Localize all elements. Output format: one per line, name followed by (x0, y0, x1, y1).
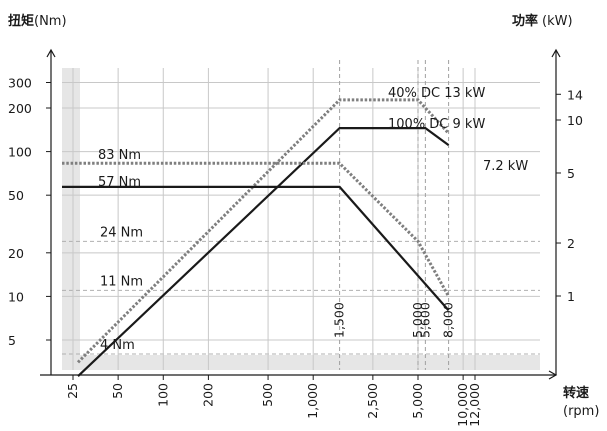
series-line (62, 185, 450, 312)
x-axis-title-main: 转速 (563, 385, 589, 401)
y-left-title-main: 扭矩 (8, 13, 34, 29)
x-tick-label: 200 (200, 383, 215, 407)
y-left-tick-label: 20 (8, 246, 24, 261)
series-line (76, 98, 450, 364)
series-line (77, 127, 450, 377)
y-right-title-unit: (kW) (542, 14, 573, 29)
y-right-title-main: 功率 (512, 13, 538, 29)
series-label-83nm: 83 Nm (98, 148, 141, 163)
series-label-100dc: 100% DC 9 kW (388, 117, 485, 132)
y-right-tick-label: 1 (567, 289, 575, 304)
v-marker-label: 8,000 (441, 302, 456, 338)
series-label-57nm: 57 Nm (98, 175, 141, 190)
x-tick-label: 10,000 (455, 383, 470, 427)
plot-inner-area (80, 68, 540, 355)
grid-layer (62, 60, 540, 370)
series-layer (62, 98, 450, 377)
y-left-tick-label: 5 (8, 333, 16, 348)
v-marker-label: 1,500 (332, 302, 347, 338)
y-left-tick-label: 50 (8, 188, 24, 203)
y-left-tick-label: 10 (8, 289, 24, 304)
y-left-title: 扭矩(Nm) (8, 13, 67, 29)
y-left-tick-label: 200 (8, 101, 32, 116)
y-right-tick-label: 2 (567, 236, 575, 251)
x-tick-label: 50 (110, 383, 125, 399)
x-tick-label: 5,000 (410, 383, 425, 419)
series-label-7-2kw: 7.2 kW (483, 159, 528, 174)
x-tick-label: 12,000 (467, 383, 482, 427)
y-left-title-unit: (Nm) (34, 14, 67, 29)
y-right-tick-label: 10 (567, 113, 583, 128)
h-marker-label: 11 Nm (100, 274, 143, 289)
y-left-tick-label: 100 (8, 145, 32, 160)
x-tick-label: 500 (260, 383, 275, 407)
x-tick-label: 25 (65, 383, 80, 399)
v-marker-label: 5,000 (410, 302, 425, 338)
v-marker-label: 5,600 (417, 302, 432, 338)
y-right-tick-label: 14 (567, 87, 583, 102)
x-tick-label: 1,000 (305, 383, 320, 419)
y-right-title: 功率 (kW) (512, 13, 573, 29)
series-label-40dc: 40% DC 13 kW (388, 86, 485, 101)
y-left-tick-label: 300 (8, 75, 32, 90)
series-line (62, 161, 450, 298)
y-left-axis-arrow (46, 48, 56, 58)
y-right-axis-arrow (551, 48, 561, 58)
x-tick-label: 2,500 (365, 383, 380, 419)
h-marker-label: 4 Nm (100, 338, 135, 353)
x-tick-label: 100 (155, 383, 170, 407)
axis-layer (40, 48, 561, 380)
y-right-tick-label: 5 (567, 166, 575, 181)
x-axis-title-unit: (rpm) (563, 404, 599, 419)
x-axis-arrow (548, 370, 558, 380)
h-marker-label: 24 Nm (100, 225, 143, 240)
